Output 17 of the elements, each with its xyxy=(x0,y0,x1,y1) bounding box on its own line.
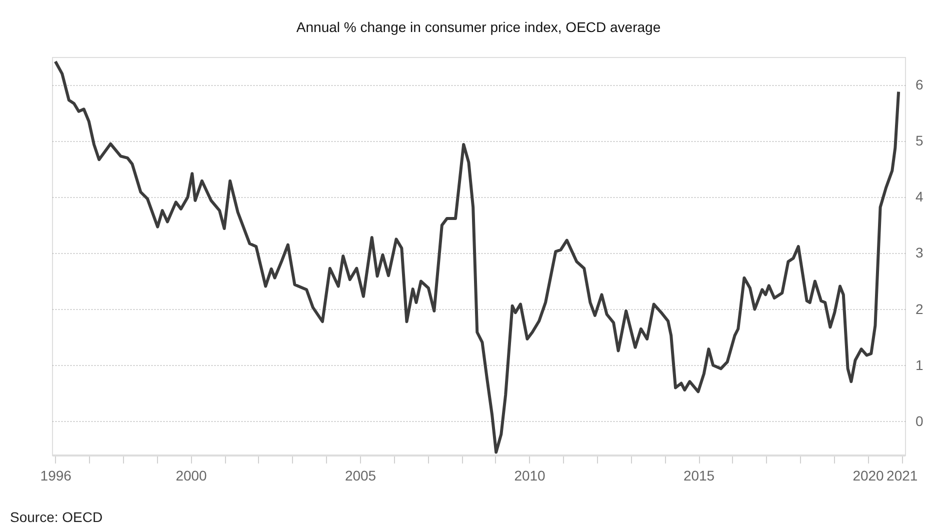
x-tick-label: 2000 xyxy=(176,468,208,484)
x-tick-label: 2010 xyxy=(514,468,546,484)
y-tick-label: 1 xyxy=(916,356,924,373)
x-tick-label: 2015 xyxy=(683,468,715,484)
y-tick-label: 5 xyxy=(916,132,924,149)
source-note: Source: OECD xyxy=(10,509,103,525)
x-tick-label: 2005 xyxy=(344,468,376,484)
y-tick-label: 4 xyxy=(916,188,924,205)
line-series xyxy=(54,60,900,454)
x-tick-label: 2021 xyxy=(886,468,918,484)
y-tick-label: 6 xyxy=(916,76,924,93)
x-tick-label: 1996 xyxy=(40,468,72,484)
chart-title: Annual % change in consumer price index, OECD average xyxy=(296,19,661,35)
x-tick-label: 2020 xyxy=(852,468,884,484)
y-tick-label: 2 xyxy=(916,300,924,317)
y-tick-label: 3 xyxy=(916,244,924,261)
y-tick-label: 0 xyxy=(916,412,924,429)
